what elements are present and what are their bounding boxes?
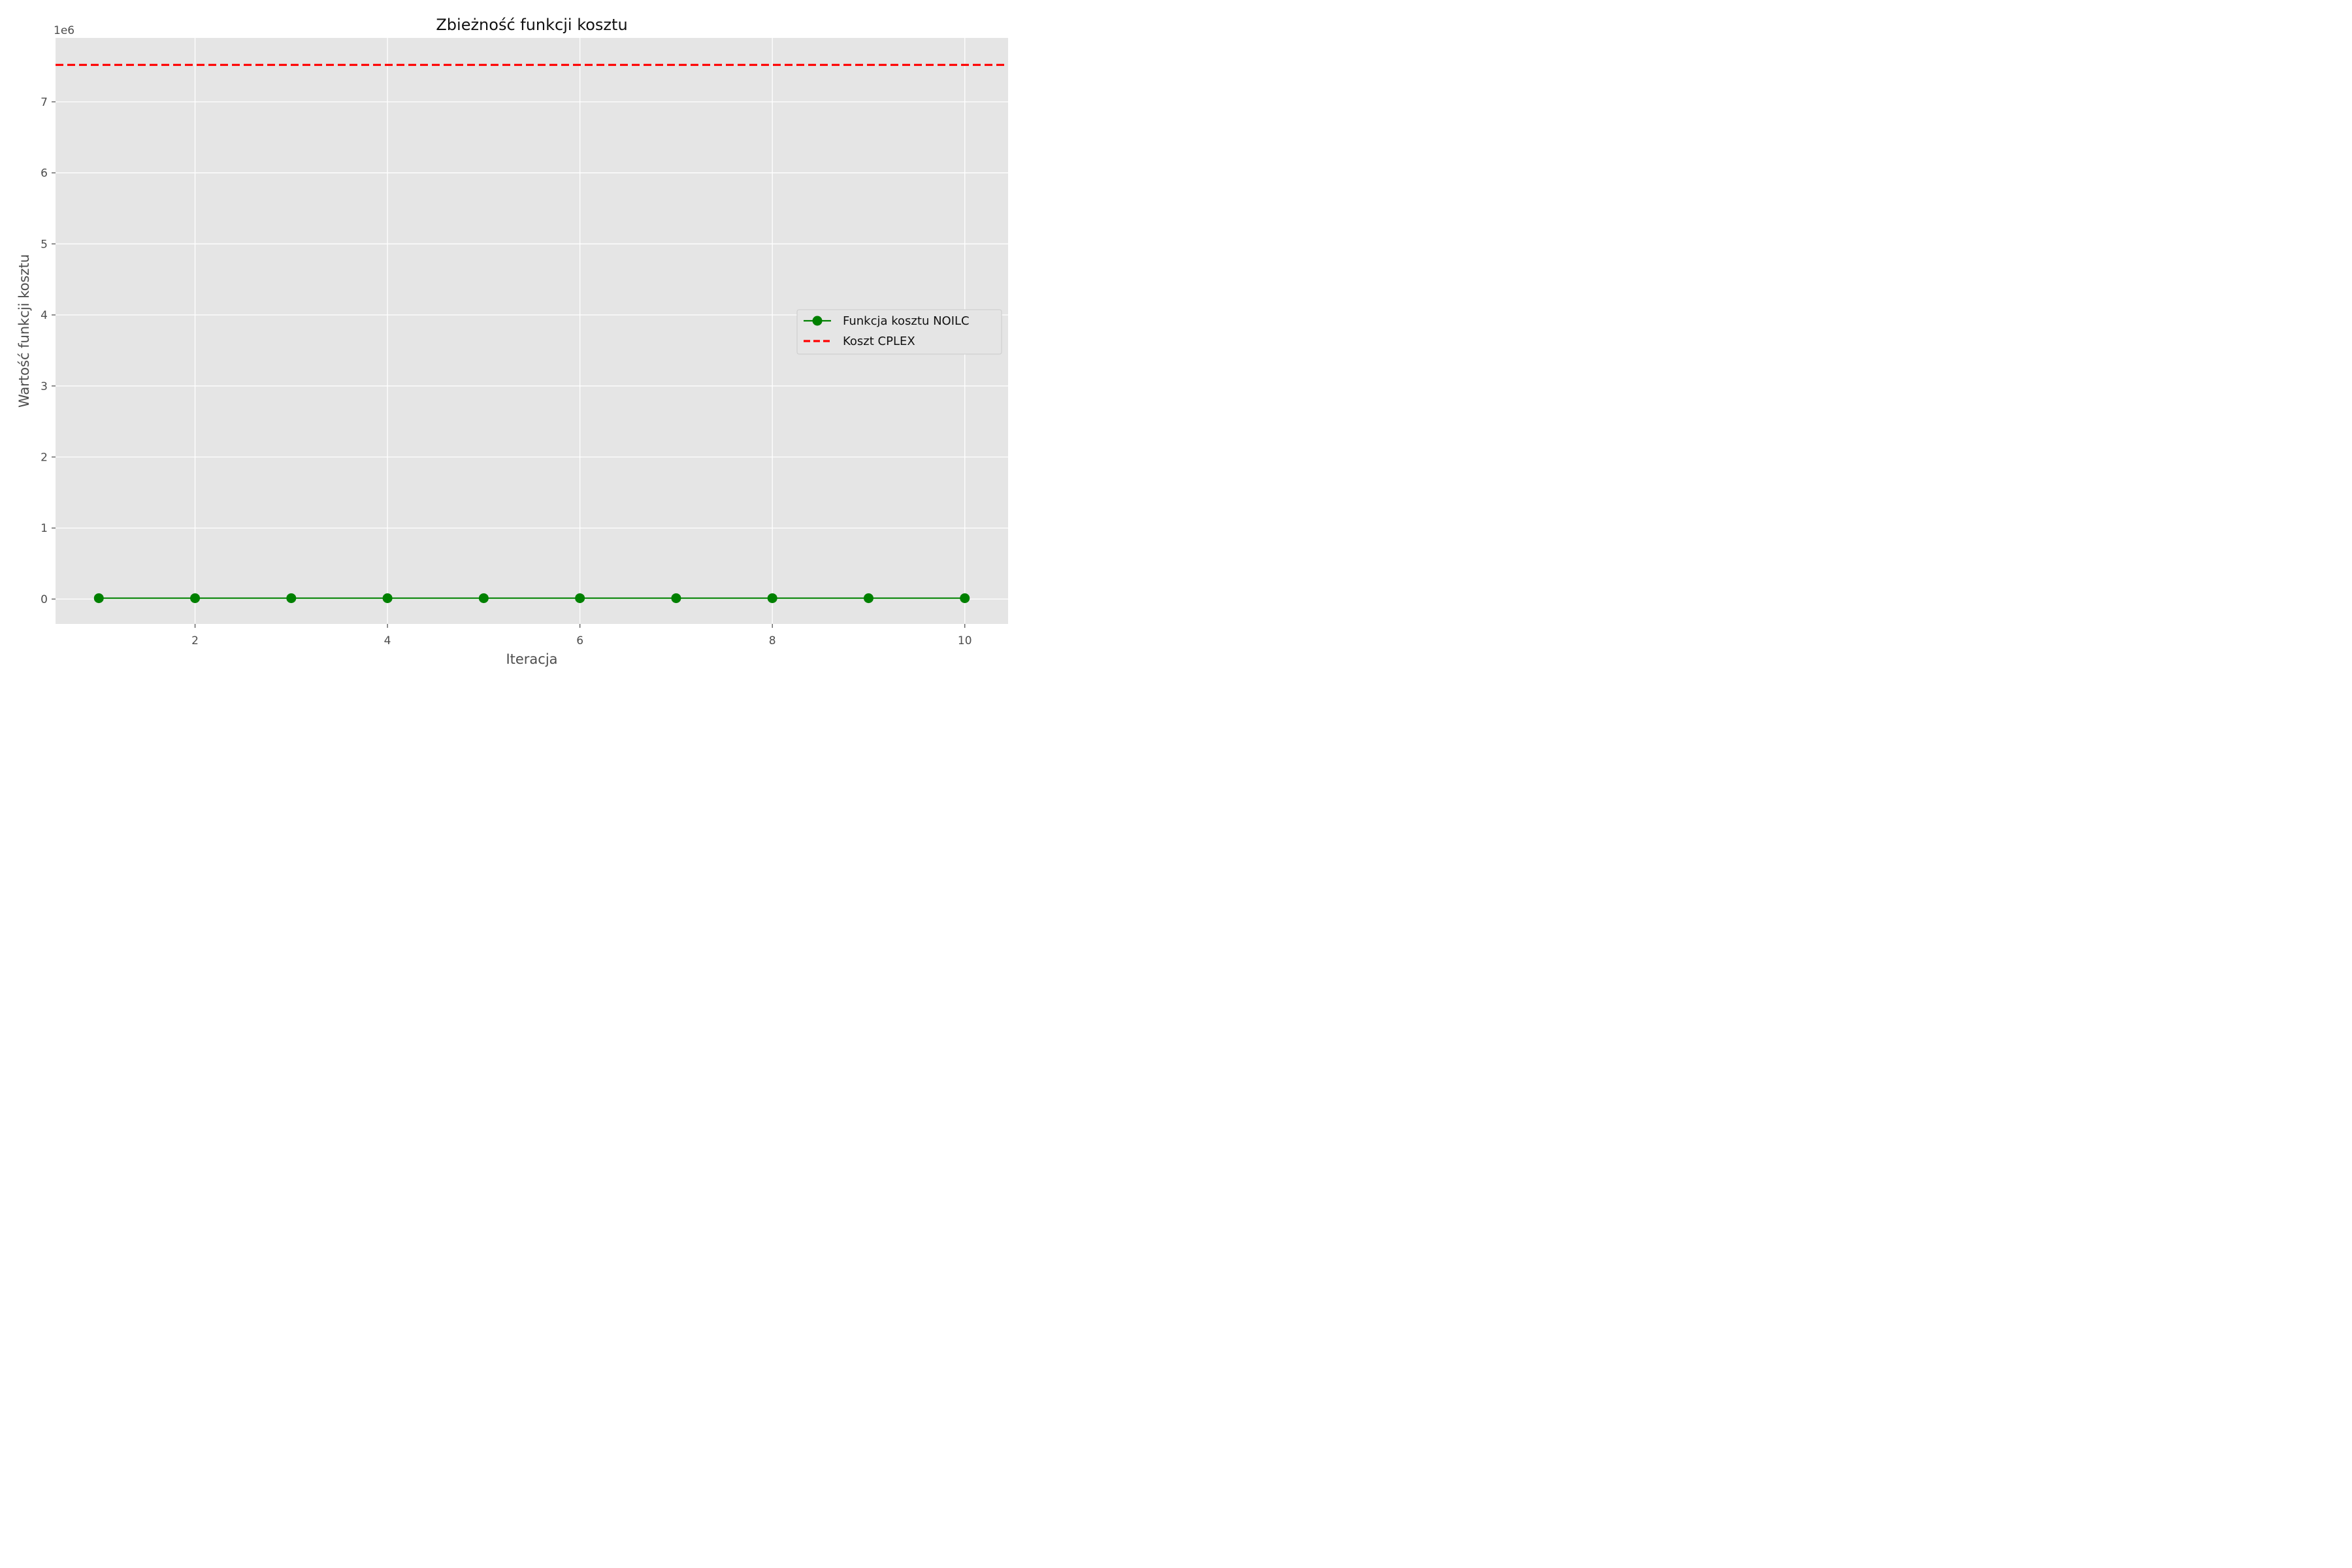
noilc-data-point	[863, 593, 874, 604]
x-axis-label: Iteracja	[506, 651, 557, 667]
noilc-data-point	[190, 593, 201, 604]
y-axis-label: Wartość funkcji kosztu	[16, 254, 32, 408]
y-tick-label: 6	[41, 167, 48, 180]
legend-swatch-noilc-marker	[812, 316, 823, 326]
noilc-data-point	[382, 593, 393, 604]
noilc-data-point	[286, 593, 297, 604]
y-tick-label: 7	[41, 96, 48, 109]
legend-box	[796, 309, 1002, 355]
noilc-data-point	[960, 593, 970, 604]
y-tick-label: 1	[41, 522, 48, 535]
axis-ticks: 2 4 6 8 10 0 1 2 3 4 5 6 7	[41, 96, 972, 647]
y-offset-label: 1e6	[54, 24, 74, 37]
noilc-data-point	[575, 593, 585, 604]
y-tick-label: 3	[41, 380, 48, 393]
y-tick-label: 0	[41, 593, 48, 606]
chart-container: 2 4 6 8 10 0 1 2 3 4 5 6 7 Zbieżność funkcji kosztu …	[0, 0, 1024, 679]
legend: Funkcja kosztu NOILC Koszt CPLEX	[796, 309, 1002, 355]
legend-label: Koszt CPLEX	[843, 335, 915, 348]
y-tick-label: 4	[41, 309, 48, 322]
chart-title: Zbieżność funkcji kosztu	[436, 16, 627, 34]
noilc-data-point	[93, 593, 104, 604]
noilc-data-point	[478, 593, 489, 604]
x-tick-label: 8	[769, 634, 776, 647]
x-tick-label: 10	[958, 634, 972, 647]
x-tick-label: 6	[576, 634, 583, 647]
noilc-data-point	[767, 593, 777, 604]
noilc-data-point	[671, 593, 681, 604]
x-tick-label: 2	[191, 634, 199, 647]
y-tick-label: 2	[41, 451, 48, 464]
legend-label: Funkcja kosztu NOILC	[843, 314, 970, 328]
series-layer	[56, 63, 1008, 604]
x-tick-label: 4	[384, 634, 391, 647]
y-tick-label: 5	[41, 238, 48, 251]
